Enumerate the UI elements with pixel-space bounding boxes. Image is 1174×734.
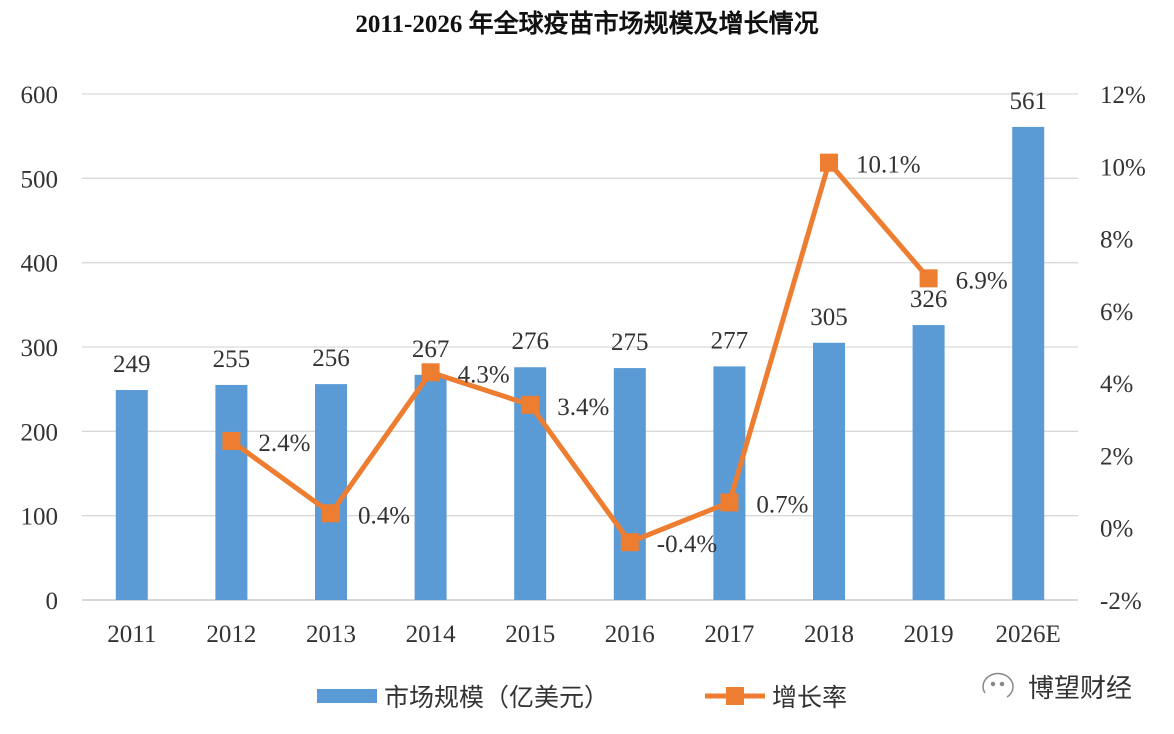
watermark-text: 博望财经	[1028, 674, 1132, 704]
left-tick-label: 0	[46, 588, 59, 615]
line-marker	[521, 395, 540, 414]
line-data-label: 4.3%	[458, 361, 510, 388]
right-tick-label: 10%	[1100, 154, 1146, 181]
line-marker	[820, 153, 838, 172]
line-data-label: 0.4%	[358, 502, 410, 529]
line-data-label: 10.1%	[856, 152, 921, 179]
line-marker	[919, 269, 938, 288]
right-tick-label: 0%	[1100, 516, 1133, 543]
legend: 市场规模（亿美元） 增长率	[317, 683, 847, 712]
bar-data-label: 275	[611, 329, 649, 356]
bar-data-label: 255	[213, 346, 251, 373]
right-tick-label: 8%	[1100, 227, 1133, 254]
bar-data-label: 267	[412, 336, 450, 363]
legend-line-label: 增长率	[772, 683, 847, 712]
left-tick-label: 400	[21, 251, 59, 278]
line-marker	[620, 533, 639, 552]
bar-data-label: 305	[810, 304, 848, 331]
bar	[912, 325, 945, 600]
right-tick-label: 4%	[1100, 371, 1133, 398]
legend-line-marker	[726, 687, 744, 705]
x-tick-label: 2012	[206, 621, 256, 648]
left-tick-label: 500	[21, 166, 59, 193]
left-axis: 0 100 200 300 400 500 600	[21, 82, 59, 615]
bar	[1012, 126, 1045, 600]
chart-title: 2011-2026 年全球疫苗市场规模及增长情况	[355, 9, 818, 38]
x-axis: 2011 2012 2013 2014 2015 2016 2017 2018 2019 2026…	[107, 621, 1061, 648]
bar-data-label: 249	[113, 351, 151, 378]
legend-bar-swatch	[317, 689, 377, 703]
gridlines	[82, 93, 1078, 601]
line-series: 2.4% 0.4% 4.3% 3.4% -0.4% 0.7% 10.1% 6.9%	[222, 152, 1008, 558]
legend-bar-label: 市场规模（亿美元）	[384, 683, 609, 712]
x-tick-label: 2019	[904, 621, 954, 648]
x-tick-label: 2017	[704, 621, 754, 648]
bar	[315, 384, 347, 600]
bar-data-label: 561	[1009, 88, 1047, 115]
x-tick-label: 2011	[107, 621, 156, 648]
line-marker	[421, 363, 440, 382]
watermark: 博望财经	[982, 672, 1132, 704]
line-data-label: 6.9%	[956, 267, 1008, 294]
x-tick-label: 2018	[804, 621, 854, 648]
left-tick-label: 200	[21, 419, 59, 446]
bar	[414, 374, 447, 600]
right-tick-label: 2%	[1100, 443, 1133, 470]
line-data-label: 0.7%	[756, 491, 808, 518]
x-tick-label: 2014	[406, 621, 457, 648]
x-tick-label: 2026E	[996, 621, 1061, 648]
left-tick-label: 100	[21, 504, 59, 531]
bar-data-label: 326	[910, 286, 948, 313]
right-tick-label: -2%	[1100, 588, 1142, 615]
wechat-icon	[982, 672, 1014, 698]
line-data-label: 3.4%	[557, 394, 609, 421]
line-marker	[720, 493, 739, 512]
right-tick-label: 6%	[1100, 299, 1133, 326]
bar-data-label: 256	[312, 345, 350, 372]
bar-data-label: 277	[711, 327, 749, 354]
right-axis: -2% 0% 2% 4% 6% 8% 10% 12%	[1100, 82, 1146, 615]
line-data-label: 2.4%	[258, 430, 310, 457]
left-tick-label: 600	[21, 82, 59, 109]
line-data-label: -0.4%	[657, 531, 717, 558]
bar-data-label: 276	[511, 328, 549, 355]
bar	[713, 366, 746, 600]
growth-line	[229, 160, 931, 545]
bar	[215, 384, 248, 600]
bar	[115, 390, 148, 600]
x-tick-label: 2015	[505, 621, 555, 648]
line-marker	[222, 431, 241, 450]
right-tick-label: 12%	[1100, 82, 1146, 109]
bar	[613, 368, 646, 600]
bar-series: 249 255 256 267 276 275 277 305 326 561	[113, 88, 1047, 600]
bar	[813, 342, 845, 600]
line-marker	[322, 504, 340, 523]
left-tick-label: 300	[21, 335, 59, 362]
x-tick-label: 2016	[605, 621, 655, 648]
x-tick-label: 2013	[306, 621, 356, 648]
